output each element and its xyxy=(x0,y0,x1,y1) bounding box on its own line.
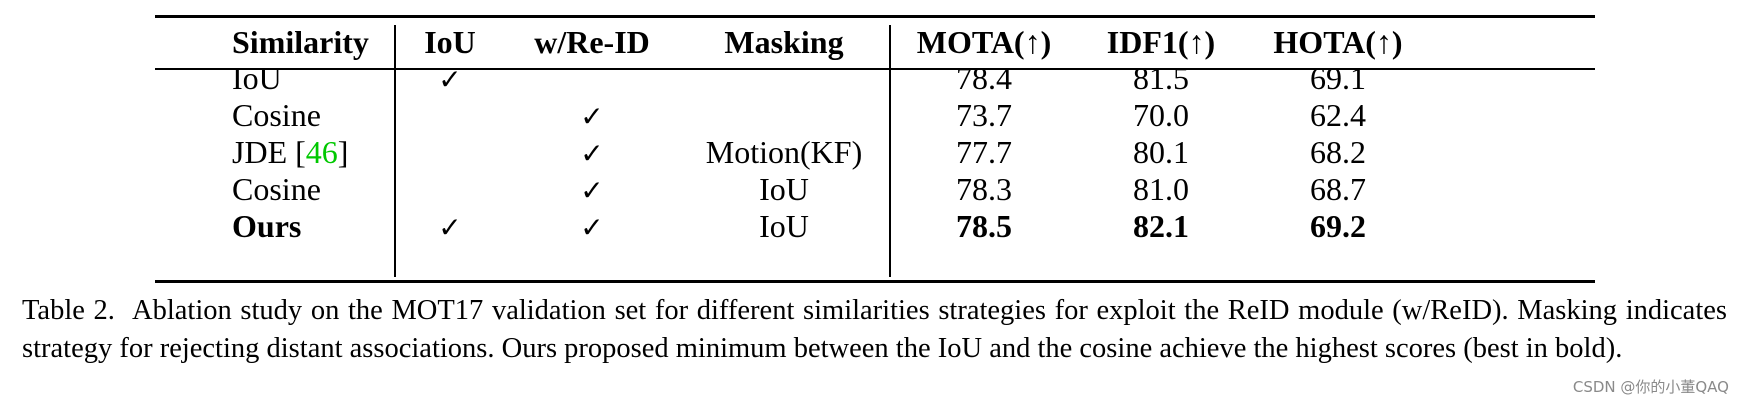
table-bottom-rule xyxy=(155,280,1595,283)
cell-similarity: JDE [46] xyxy=(232,134,349,170)
header-hota: HOTA(↑) xyxy=(1273,24,1403,60)
cell-idf1: 82.1 xyxy=(1133,208,1189,244)
check-icon: ✓ xyxy=(580,174,604,207)
check-icon: ✓ xyxy=(438,63,462,96)
cell-idf1: 80.1 xyxy=(1133,134,1189,170)
watermark: CSDN @你的小董QAQ xyxy=(1572,378,1729,396)
table-top-rule xyxy=(155,15,1595,18)
caption-text: Ablation study on the MOT17 validation s… xyxy=(22,295,1727,364)
cell-mota: 77.7 xyxy=(956,134,1012,170)
cell-masking: IoU xyxy=(759,208,809,244)
cell-similarity: Ours xyxy=(232,208,302,244)
cell-idf1: 81.5 xyxy=(1133,60,1189,96)
cell-hota: 62.4 xyxy=(1310,97,1366,133)
header-iou: IoU xyxy=(424,24,476,60)
cell-hota: 69.2 xyxy=(1310,208,1366,244)
header-reid: w/Re-ID xyxy=(534,24,650,60)
citation-link[interactable]: 46 xyxy=(305,134,338,170)
header-idf1: IDF1(↑) xyxy=(1106,24,1216,60)
caption-label: Table 2. xyxy=(22,295,115,326)
cell-mota: 73.7 xyxy=(956,97,1012,133)
cell-idf1: 70.0 xyxy=(1133,97,1189,133)
check-icon: ✓ xyxy=(580,137,604,170)
cell-hota: 68.2 xyxy=(1310,134,1366,170)
cell-hota: 69.1 xyxy=(1310,60,1366,96)
column-divider xyxy=(889,25,891,277)
cell-similarity: IoU xyxy=(232,60,282,96)
table-caption: Table 2. Ablation study on the MOT17 val… xyxy=(22,292,1727,368)
header-similarity: Similarity xyxy=(232,24,369,60)
table-header-rule xyxy=(155,68,1595,70)
header-mota: MOTA(↑) xyxy=(916,24,1052,60)
header-masking: Masking xyxy=(724,24,844,60)
results-table: Similarity IoU w/Re-ID Masking MOTA(↑) I… xyxy=(155,15,1595,283)
cell-similarity: Cosine xyxy=(232,171,321,207)
cell-similarity: Cosine xyxy=(232,97,321,133)
cell-masking: Motion(KF) xyxy=(705,134,863,170)
cell-mota: 78.4 xyxy=(956,60,1012,96)
cell-masking: IoU xyxy=(759,171,809,207)
cell-hota: 68.7 xyxy=(1310,171,1366,207)
check-icon: ✓ xyxy=(438,211,462,244)
cell-mota: 78.5 xyxy=(956,208,1012,244)
check-icon: ✓ xyxy=(580,100,604,133)
check-icon: ✓ xyxy=(580,211,604,244)
column-divider xyxy=(394,25,396,277)
cell-mota: 78.3 xyxy=(956,171,1012,207)
cell-idf1: 81.0 xyxy=(1133,171,1189,207)
